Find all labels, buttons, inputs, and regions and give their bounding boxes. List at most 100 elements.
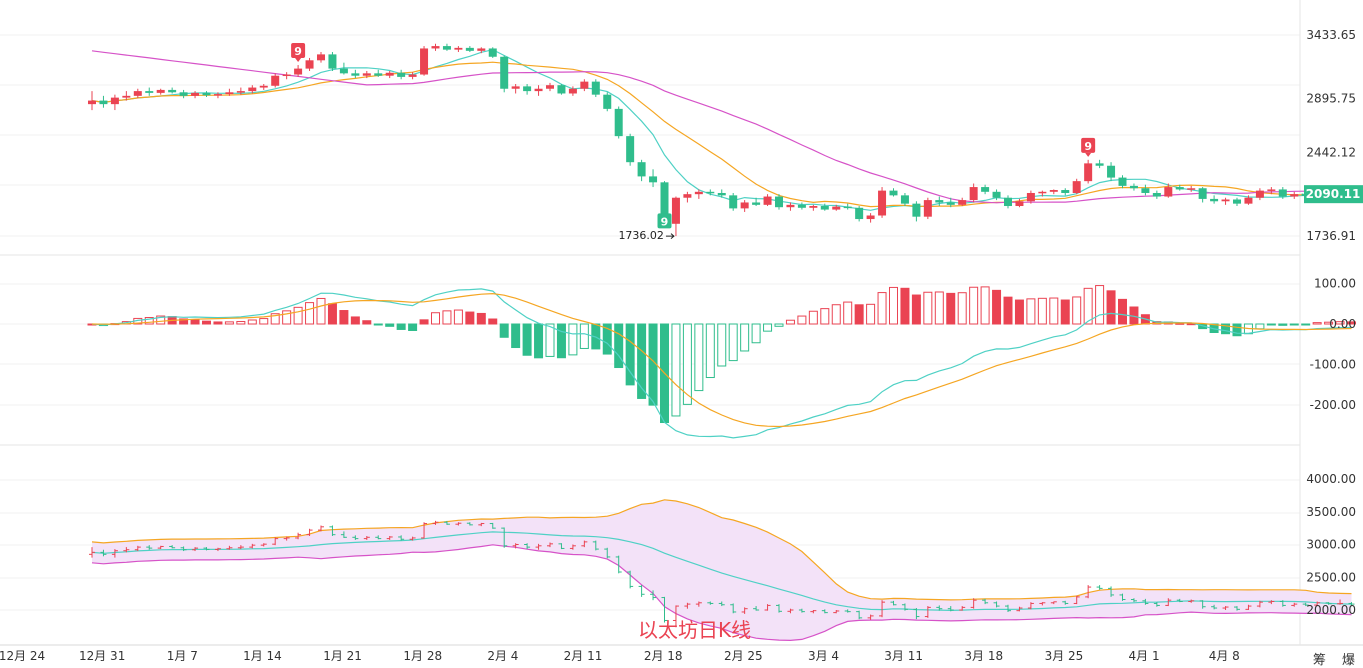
x-tick-label: 1月 21 (323, 649, 362, 663)
ma-long-line (91, 50, 1352, 204)
bollinger-lower-line (91, 544, 1352, 642)
macd-histogram-bar (385, 323, 395, 327)
candle-body (717, 192, 726, 196)
candle-body (1290, 194, 1299, 197)
macd-histogram-bar (877, 292, 887, 325)
macd-histogram-bar (1060, 299, 1070, 325)
candle-body (889, 190, 898, 196)
x-tick-label: 1月 14 (243, 649, 282, 663)
candle-body (958, 200, 967, 205)
candle-body (935, 200, 944, 203)
macd-histogram-bar (705, 323, 715, 379)
candle-body (236, 91, 245, 93)
price-y-tick: 2895.75 (1306, 92, 1356, 106)
candle-body (488, 48, 497, 57)
macd-histogram-bar (980, 286, 990, 325)
macd-histogram-bar (682, 323, 692, 405)
macd-histogram-bar (740, 323, 750, 352)
candle-body (637, 162, 646, 177)
macd-histogram-bar (1324, 321, 1334, 325)
bollinger-y-tick: 2000.00 (1306, 603, 1356, 617)
macd-histogram-bar (453, 309, 463, 325)
macd-dea-line (91, 292, 1352, 428)
macd-panel[interactable] (87, 285, 1356, 439)
macd-histogram-bar (419, 319, 429, 325)
macd-histogram-bar (808, 310, 818, 325)
macd-histogram-bar (900, 287, 910, 325)
candle-body (191, 92, 200, 96)
macd-histogram-bar (1347, 321, 1356, 325)
candle-body (202, 92, 211, 96)
candle-body (878, 190, 887, 216)
signal-label: 9 (294, 45, 302, 58)
candle-body (1210, 198, 1219, 202)
macd-histogram-bar (1221, 323, 1231, 335)
candle-body (339, 68, 348, 74)
x-tick-label: 1月 28 (403, 649, 442, 663)
candle-body (683, 194, 692, 198)
corner-labels[interactable]: 筹 爆 (1312, 653, 1361, 668)
candle-body (946, 202, 955, 205)
candle-body (1095, 163, 1104, 166)
candle-body (786, 204, 795, 208)
chart-watermark: 以太坊日K线 (638, 618, 751, 642)
signal-badge (1081, 137, 1096, 153)
bollinger-middle-line (91, 531, 1352, 612)
signal-badge-pointer (295, 58, 302, 63)
candle-body (820, 206, 829, 210)
macd-histogram-bar (316, 297, 326, 325)
candle-body (1004, 197, 1012, 207)
x-tick-label: 3月 25 (1045, 649, 1084, 663)
macd-histogram-bar (179, 318, 189, 325)
candle-body (1118, 177, 1127, 186)
macd-histogram-bar (259, 318, 269, 325)
x-tick-label: 2月 11 (564, 649, 603, 663)
macd-histogram-bar (923, 291, 933, 325)
candle-body (362, 73, 371, 76)
candle-body (511, 86, 520, 89)
candle-body (374, 73, 383, 76)
candle-body (88, 100, 96, 105)
x-tick-label: 12月 24 (0, 649, 45, 663)
candle-body (110, 97, 119, 105)
candle-body (1187, 188, 1196, 190)
macd-histogram-bar (476, 312, 486, 325)
candle-body (591, 81, 600, 95)
macd-y-tick: -200.00 (1310, 398, 1356, 412)
candle-body (992, 191, 1001, 198)
candle-body (649, 176, 658, 183)
macd-histogram-bar (992, 289, 1002, 325)
macd-histogram-bar (431, 312, 440, 325)
x-tick-label: 3月 18 (964, 649, 1003, 663)
signal-label: 9 (661, 215, 669, 228)
macd-y-tick: 100.00 (1314, 277, 1356, 291)
macd-histogram-bar (247, 319, 257, 325)
macd-histogram-bar (545, 323, 555, 357)
ma-mid-line (91, 61, 1352, 208)
macd-histogram-bar (511, 323, 521, 349)
candle-body (1244, 197, 1253, 204)
candle-body (1255, 190, 1264, 198)
candle-body (465, 47, 474, 51)
candle-body (912, 203, 921, 217)
bollinger-panel[interactable] (89, 499, 1355, 642)
candle-body (523, 86, 532, 92)
candle-body (843, 206, 852, 209)
macd-histogram-bar (1278, 323, 1288, 326)
macd-histogram-bar (579, 323, 589, 349)
candle-body (317, 54, 325, 61)
macd-histogram-bar (843, 301, 853, 325)
candle-body (1084, 163, 1093, 182)
macd-histogram-bar (1301, 323, 1311, 326)
candle-body (179, 92, 188, 96)
signal-label: 9 (1084, 140, 1092, 153)
macd-histogram-bar (911, 294, 921, 325)
candle-body (1267, 189, 1276, 191)
macd-histogram-bar (1289, 323, 1299, 326)
macd-histogram-bar (224, 321, 234, 325)
bollinger-y-tick: 2500.00 (1306, 570, 1356, 584)
candle-body (855, 207, 864, 220)
